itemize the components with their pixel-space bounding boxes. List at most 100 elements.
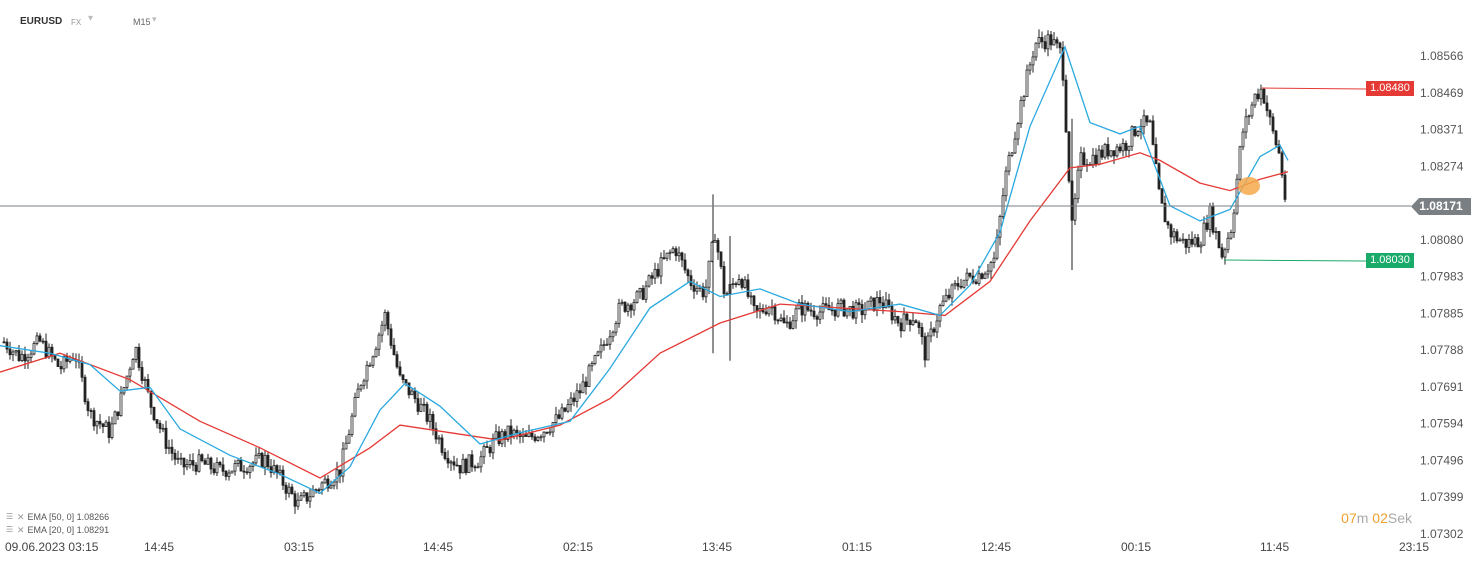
candle-body [266, 454, 270, 468]
y-tick-label: 1.07496 [1420, 453, 1464, 467]
candle-body [962, 279, 966, 288]
candle-body [1016, 123, 1020, 140]
candle-body [5, 341, 9, 350]
candle-body [881, 302, 885, 309]
upper-level-line[interactable] [1261, 87, 1367, 90]
candle-body [695, 287, 699, 292]
indicator-settings-icon[interactable]: ☰ [6, 512, 14, 521]
candle-body [563, 407, 567, 412]
symbol-dropdown-icon[interactable]: ▾ [88, 13, 94, 24]
candle-body [1217, 231, 1221, 249]
lower-level-label[interactable]: 1.08030 [1366, 253, 1414, 268]
candle-body [1160, 188, 1164, 204]
candle-body [8, 348, 12, 356]
indicator-remove-icon[interactable]: ✕ [17, 524, 25, 535]
candle-body [623, 301, 627, 312]
indicator-ema20-label: EMA [20, 0] 1.08291 [27, 525, 110, 535]
x-tick-label: 12:45 [981, 540, 1011, 554]
candle-body [377, 334, 381, 350]
candle-body [134, 346, 138, 360]
candle-body [308, 496, 312, 502]
candle-body [1163, 202, 1167, 223]
ema-line [0, 152, 1289, 479]
candle-body [398, 366, 402, 376]
y-tick-label: 1.08274 [1420, 159, 1464, 173]
candle-body [164, 427, 168, 449]
candle-body [812, 310, 816, 318]
candle-body [479, 456, 483, 468]
candle-body [116, 411, 120, 416]
candle-body [581, 381, 585, 394]
candle-body [977, 273, 981, 284]
candle-body [785, 321, 789, 324]
symbol-label[interactable]: EURUSD [20, 16, 63, 27]
candle-body [533, 436, 537, 441]
candle-body [989, 262, 993, 272]
candle-body [1277, 144, 1281, 154]
candle-body [221, 464, 225, 472]
highlight-marker [1238, 177, 1260, 195]
upper-level-label[interactable]: 1.08480 [1366, 81, 1414, 96]
candle-body [179, 457, 183, 460]
candle-body [815, 316, 819, 320]
candle-body [869, 297, 873, 302]
candle-body [929, 328, 933, 337]
timeframe-label[interactable]: M15 [133, 17, 151, 27]
y-tick-label: 1.08371 [1420, 123, 1464, 137]
candle-body [215, 461, 219, 474]
candle-body [206, 457, 210, 465]
candle-body [434, 428, 438, 440]
y-tick-label: 1.07885 [1420, 306, 1464, 320]
candle-body [938, 305, 942, 322]
candle-body [152, 406, 156, 420]
lower-level-line[interactable] [1223, 259, 1367, 262]
candle-body [1121, 142, 1125, 152]
candle-body [416, 398, 420, 412]
candle-body [1271, 116, 1275, 132]
timeframe-dropdown-icon[interactable]: ▾ [152, 14, 157, 24]
y-tick-label: 1.07399 [1420, 490, 1464, 504]
candle-body [764, 311, 768, 315]
candle-body [95, 420, 99, 427]
candle-body [374, 348, 378, 358]
indicator-remove-icon[interactable]: ✕ [17, 511, 25, 522]
candle-body [1172, 231, 1176, 238]
candle-body [590, 363, 594, 367]
candle-body [791, 320, 795, 329]
candle-body [734, 283, 738, 286]
candle-body [86, 401, 90, 411]
candle-body [920, 327, 924, 338]
candle-body [1229, 231, 1233, 239]
ema-lines [0, 45, 1289, 494]
candle-body [1022, 96, 1026, 101]
candle-body [833, 309, 837, 317]
candle-body [485, 446, 489, 448]
candle-body [491, 437, 495, 454]
candle-body [923, 336, 927, 361]
candle-body [803, 302, 807, 316]
candle-body [974, 281, 978, 284]
candle-body [1040, 37, 1044, 43]
candle-body [161, 427, 165, 430]
y-tick-label: 1.08080 [1420, 233, 1464, 247]
candle-body [320, 482, 324, 491]
candle-body [1202, 222, 1206, 246]
candle-body [665, 252, 669, 259]
candle-body [1100, 149, 1104, 158]
candle-body [209, 457, 213, 470]
indicator-settings-icon[interactable]: ☰ [6, 525, 14, 534]
candle-body [260, 452, 264, 468]
candle-body [1010, 152, 1014, 157]
candle-body [326, 478, 330, 489]
candle-body [41, 340, 45, 343]
candle-body [347, 434, 351, 444]
candle-body [1244, 116, 1248, 133]
candle-body [173, 452, 177, 460]
candle-body [569, 397, 573, 406]
candle-body [1223, 249, 1227, 258]
candle-body [1145, 115, 1149, 123]
candle-body [674, 248, 678, 257]
candle-body [629, 304, 633, 311]
candle-body [20, 354, 24, 361]
